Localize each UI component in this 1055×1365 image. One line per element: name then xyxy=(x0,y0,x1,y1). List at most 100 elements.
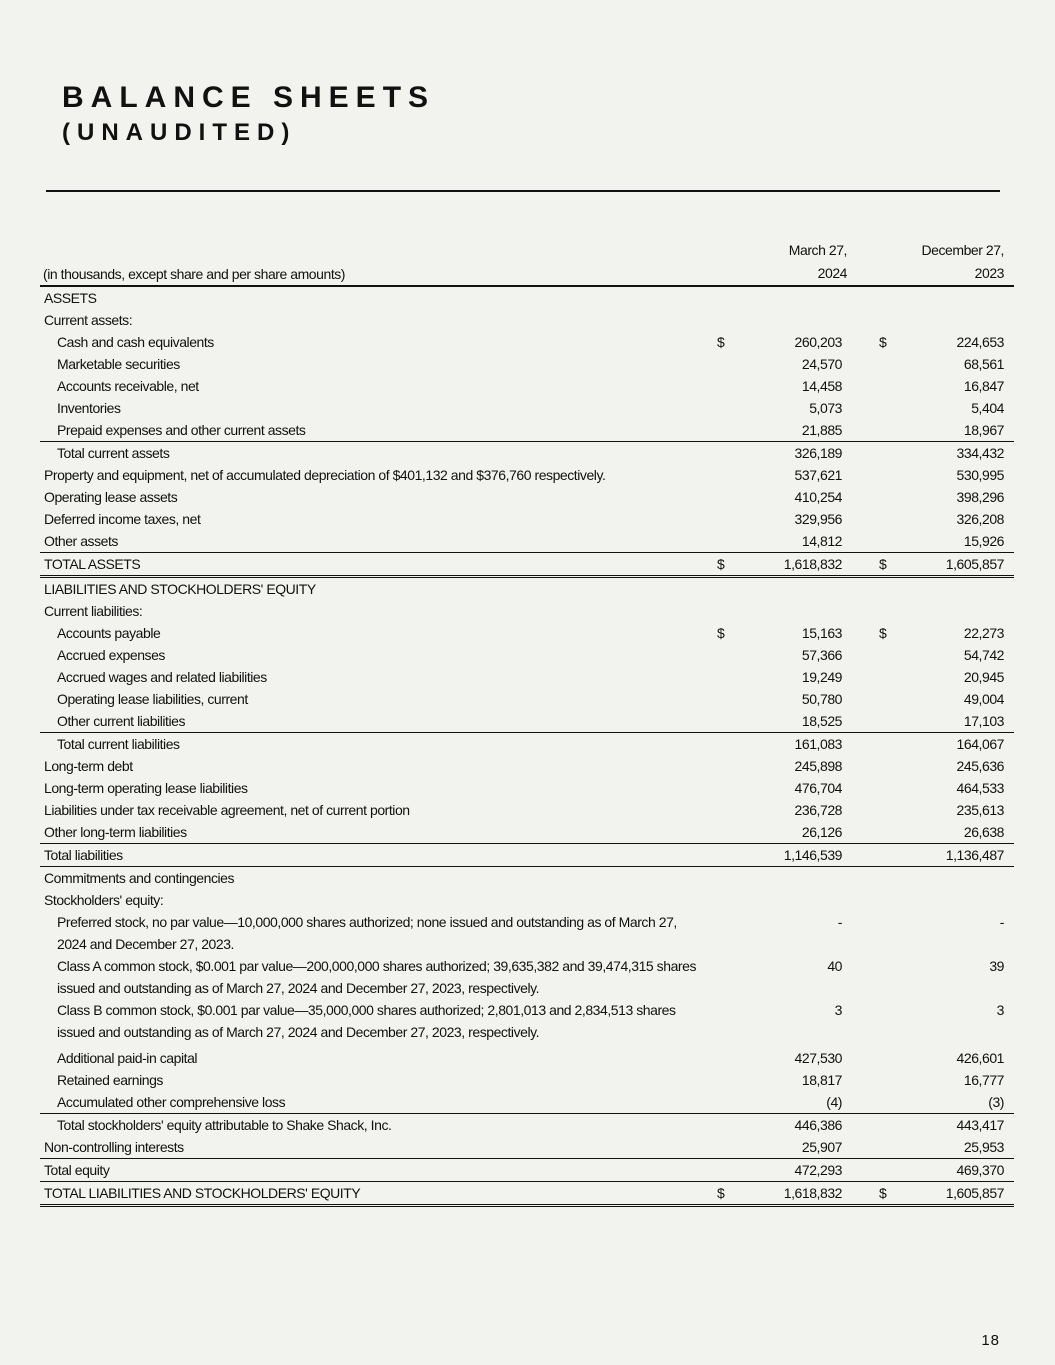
table-row: Property and equipment, net of accumulat… xyxy=(40,464,1014,486)
table-row: Stockholders' equity: xyxy=(40,889,1014,911)
table-row: LIABILITIES AND STOCKHOLDERS' EQUITY xyxy=(40,578,1014,600)
value-march-2024: 161,083 xyxy=(794,736,843,752)
table-row: Accounts receivable, net 14,458 16,847 xyxy=(40,375,1014,397)
row-label: Commitments and contingencies xyxy=(44,870,235,886)
row-label: Total equity xyxy=(44,1162,110,1178)
table-row: Inventories 5,073 5,404 xyxy=(40,397,1014,419)
row-label: Long-term debt xyxy=(44,758,133,774)
table-row: Marketable securities 24,570 68,561 xyxy=(40,353,1014,375)
page-title: BALANCE SHEETS xyxy=(62,81,436,114)
row-label: Cash and cash equivalents xyxy=(57,334,214,350)
value-march-2024: 410,254 xyxy=(794,489,843,505)
table-row: Current liabilities: xyxy=(40,600,1014,622)
value-march-2024: 14,458 xyxy=(801,378,843,394)
currency-symbol: $ xyxy=(717,1185,725,1201)
value-december-2023: 326,208 xyxy=(956,511,1005,527)
table-row: Other assets 14,812 15,926 xyxy=(40,530,1014,553)
value-december-2023: 235,613 xyxy=(956,802,1005,818)
row-label: Accrued wages and related liabilities xyxy=(57,669,267,685)
table-row: Commitments and contingencies xyxy=(40,867,1014,889)
value-march-2024: 1,618,832 xyxy=(783,556,843,572)
value-march-2024: 26,126 xyxy=(801,824,843,840)
value-december-2023: 224,653 xyxy=(956,334,1005,350)
row-label: Accounts payable xyxy=(57,625,161,641)
balance-sheet-table: (in thousands, except share and per shar… xyxy=(40,238,1014,1207)
table-row: ASSETS xyxy=(40,287,1014,309)
value-december-2023: 68,561 xyxy=(963,356,1005,372)
table-row: Deferred income taxes, net 329,956 326,208 xyxy=(40,508,1014,530)
value-march-2024: 3 xyxy=(834,1002,843,1018)
currency-symbol: $ xyxy=(879,1185,887,1201)
row-label: Accounts receivable, net xyxy=(57,378,199,394)
table-row: Long-term debt 245,898 245,636 xyxy=(40,755,1014,777)
value-december-2023: 530,995 xyxy=(956,467,1005,483)
value-december-2023: 49,004 xyxy=(963,691,1005,707)
table-row: Non-controlling interests 25,907 25,953 xyxy=(40,1136,1014,1159)
table-row: Liabilities under tax receivable agreeme… xyxy=(40,799,1014,821)
value-december-2023: 17,103 xyxy=(963,713,1005,729)
value-march-2024: 57,366 xyxy=(801,647,843,663)
row-label: Preferred stock, no par value—10,000,000… xyxy=(57,914,677,952)
table-row: Accrued wages and related liabilities 19,… xyxy=(40,666,1014,688)
row-label: Stockholders' equity: xyxy=(44,892,164,908)
table-header: (in thousands, except share and per shar… xyxy=(40,238,1014,287)
row-label: Non-controlling interests xyxy=(44,1139,184,1155)
table-row: Cash and cash equivalents $260,203 $224,65… xyxy=(40,331,1014,353)
page-subtitle: (UNAUDITED) xyxy=(62,119,297,146)
value-march-2024: 5,073 xyxy=(809,400,842,416)
value-december-2023: 3 xyxy=(996,1002,1005,1018)
row-label: Additional paid-in capital xyxy=(57,1050,198,1066)
value-december-2023: 16,847 xyxy=(963,378,1005,394)
page-number: 18 xyxy=(981,1332,1000,1349)
value-march-2024: 236,728 xyxy=(794,802,843,818)
table-row: Preferred stock, no par value—10,000,000… xyxy=(40,911,1014,955)
currency-symbol: $ xyxy=(879,556,887,572)
col2-header-line1: December 27, xyxy=(921,242,1004,258)
row-label: Total current liabilities xyxy=(57,736,180,752)
row-label: Other long-term liabilities xyxy=(44,824,187,840)
col1-header-line1: March 27, xyxy=(788,242,848,258)
value-december-2023: 443,417 xyxy=(956,1117,1005,1133)
row-label: Class A common stock, $0.001 par value—2… xyxy=(57,958,697,996)
row-label: Prepaid expenses and other current asset… xyxy=(57,422,306,438)
value-december-2023: 5,404 xyxy=(971,400,1004,416)
value-march-2024: (4) xyxy=(826,1094,842,1110)
row-label: TOTAL ASSETS xyxy=(44,556,141,572)
row-label: Liabilities under tax receivable agreeme… xyxy=(44,802,410,818)
value-december-2023: 25,953 xyxy=(963,1139,1005,1155)
value-march-2024: 40 xyxy=(827,958,842,974)
currency-symbol: $ xyxy=(717,625,725,641)
row-label: ASSETS xyxy=(44,290,97,306)
value-december-2023: 22,273 xyxy=(963,625,1005,641)
row-label: Retained earnings xyxy=(57,1072,163,1088)
table-row: TOTAL LIABILITIES AND STOCKHOLDERS' EQUI… xyxy=(40,1182,1014,1207)
value-march-2024: 15,163 xyxy=(801,625,843,641)
table-row: Operating lease assets 410,254 398,296 xyxy=(40,486,1014,508)
row-label: Class B common stock, $0.001 par value—3… xyxy=(57,1002,676,1040)
value-december-2023: 164,067 xyxy=(956,736,1005,752)
table-row: Prepaid expenses and other current asset… xyxy=(40,419,1014,442)
value-march-2024: 24,570 xyxy=(801,356,843,372)
value-march-2024: 245,898 xyxy=(794,758,843,774)
table-row: Additional paid-in capital 427,530 426,601 xyxy=(40,1047,1014,1069)
value-march-2024: 1,146,539 xyxy=(783,847,843,863)
currency-symbol: $ xyxy=(879,334,887,350)
value-december-2023: 398,296 xyxy=(956,489,1005,505)
value-march-2024: 427,530 xyxy=(794,1050,843,1066)
table-row: TOTAL ASSETS $1,618,832 $1,605,857 xyxy=(40,553,1014,578)
row-label: Long-term operating lease liabilities xyxy=(44,780,248,796)
row-label: Operating lease liabilities, current xyxy=(57,691,248,707)
value-march-2024: 21,885 xyxy=(801,422,843,438)
row-label: Accumulated other comprehensive loss xyxy=(57,1094,286,1110)
currency-symbol: $ xyxy=(717,334,725,350)
row-label: Current liabilities: xyxy=(44,603,143,619)
value-march-2024: 19,249 xyxy=(801,669,843,685)
value-december-2023: 334,432 xyxy=(956,445,1005,461)
row-label: Other assets xyxy=(44,533,118,549)
value-december-2023: 245,636 xyxy=(956,758,1005,774)
value-march-2024: 326,189 xyxy=(794,445,843,461)
value-march-2024: 260,203 xyxy=(794,334,843,350)
value-march-2024: 18,817 xyxy=(801,1072,843,1088)
row-label: Current assets: xyxy=(44,312,133,328)
col1-header-line2: 2024 xyxy=(817,265,848,281)
